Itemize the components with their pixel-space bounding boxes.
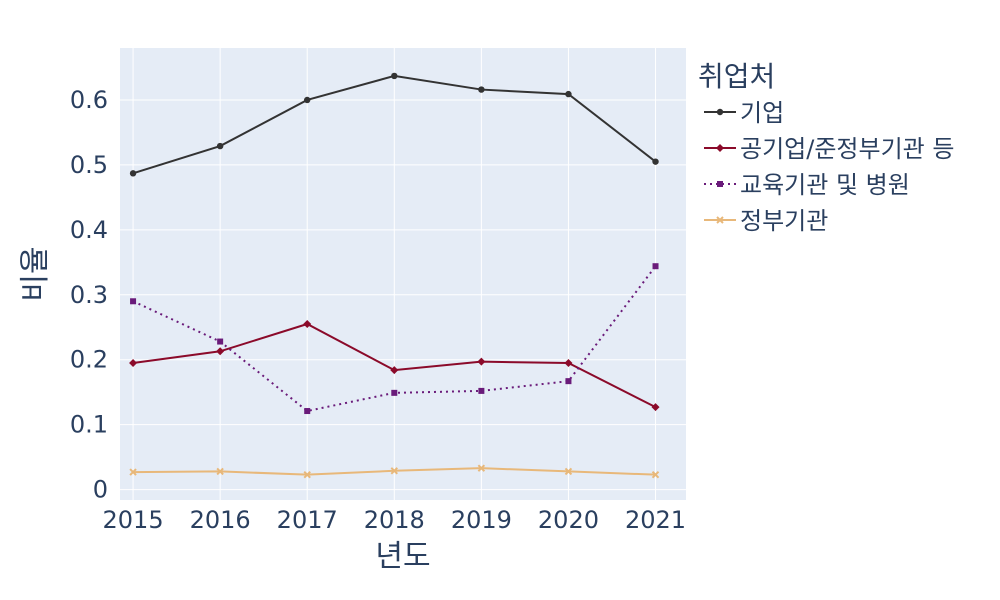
grid bbox=[120, 48, 686, 500]
legend-item[interactable]: 공기업/준정부기관 등 bbox=[704, 135, 954, 163]
data-point bbox=[651, 403, 660, 412]
x-tick-label: 2017 bbox=[277, 506, 338, 534]
data-point bbox=[390, 467, 398, 475]
data-point bbox=[130, 298, 137, 305]
data-point bbox=[129, 358, 138, 367]
x-axis: 2015 2016 2017 2018 2019 2020 2021 bbox=[103, 506, 687, 534]
legend-title: 취업처 bbox=[698, 60, 775, 93]
data-point bbox=[129, 170, 137, 177]
legend-label: 정부기관 bbox=[740, 207, 828, 235]
data-point bbox=[716, 216, 724, 224]
legend-label: 공기업/준정부기관 등 bbox=[740, 135, 954, 163]
x-axis-title: 년도 bbox=[375, 539, 430, 574]
y-tick-label: 0 bbox=[93, 476, 108, 504]
data-point bbox=[477, 357, 486, 366]
data-point bbox=[564, 467, 573, 476]
y-tick-label: 0.5 bbox=[70, 151, 108, 179]
data-point bbox=[216, 347, 225, 356]
data-point bbox=[651, 470, 660, 479]
y-axis-title: 비율 bbox=[18, 246, 53, 301]
x-tick-label: 2020 bbox=[538, 506, 599, 534]
y-axis: 0 0.1 0.2 0.3 0.4 0.5 0.6 bbox=[70, 86, 108, 504]
data-point bbox=[391, 389, 398, 396]
data-point bbox=[303, 470, 311, 479]
x-tick-label: 2016 bbox=[190, 506, 251, 534]
legend-item[interactable]: 정부기관 bbox=[704, 207, 828, 235]
data-point bbox=[216, 467, 224, 476]
y-tick-label: 0.3 bbox=[70, 281, 108, 309]
y-tick-label: 0.6 bbox=[70, 86, 108, 114]
y-tick-label: 0.1 bbox=[70, 411, 108, 439]
data-point bbox=[129, 468, 137, 476]
y-tick-label: 0.2 bbox=[70, 346, 108, 374]
legend-label: 기업 bbox=[740, 99, 784, 127]
x-tick-label: 2015 bbox=[103, 506, 164, 534]
data-point bbox=[716, 108, 724, 116]
data-point bbox=[390, 366, 399, 375]
data-point bbox=[652, 158, 659, 165]
data-point bbox=[478, 387, 485, 394]
series-2 bbox=[129, 320, 660, 412]
data-point bbox=[304, 96, 311, 104]
data-point bbox=[564, 358, 573, 367]
series-layer bbox=[129, 72, 660, 479]
data-point bbox=[216, 142, 224, 150]
data-point bbox=[652, 263, 659, 270]
series-3 bbox=[130, 263, 659, 415]
data-point bbox=[565, 90, 572, 98]
data-point bbox=[303, 320, 312, 329]
data-point bbox=[478, 86, 485, 93]
data-point bbox=[565, 378, 572, 385]
data-point bbox=[217, 338, 224, 345]
data-point bbox=[304, 408, 311, 415]
data-point bbox=[717, 181, 723, 187]
legend-item[interactable]: 기업 bbox=[704, 99, 784, 127]
x-tick-label: 2018 bbox=[364, 506, 425, 534]
y-tick-label: 0.4 bbox=[70, 216, 108, 244]
series-4 bbox=[129, 464, 660, 479]
data-point bbox=[716, 144, 724, 152]
x-tick-label: 2019 bbox=[451, 506, 512, 534]
data-point bbox=[391, 72, 398, 80]
series-1 bbox=[129, 72, 659, 177]
x-tick-label: 2021 bbox=[625, 506, 686, 534]
data-point bbox=[477, 464, 486, 472]
legend-item[interactable]: 교육기관 및 병원 bbox=[704, 171, 910, 199]
legend-label: 교육기관 및 병원 bbox=[740, 171, 910, 199]
plot-area bbox=[120, 48, 686, 500]
